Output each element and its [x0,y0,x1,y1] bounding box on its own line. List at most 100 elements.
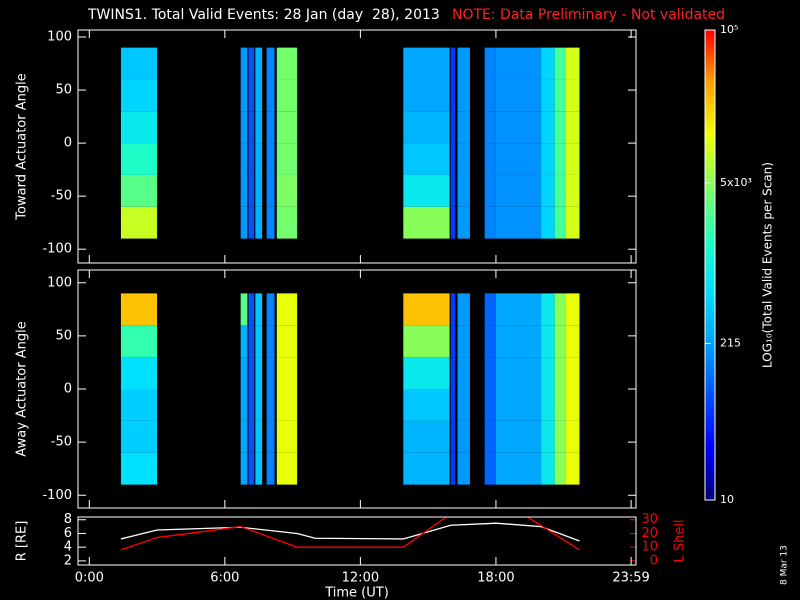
heat-cell [255,389,263,421]
heat-cell [484,79,496,112]
heat-cell [266,389,275,421]
heat-cell [450,452,456,485]
chart-title: TWINS1. Total Valid Events: 28 Jan (day … [87,7,440,23]
heat-cell [120,174,158,207]
heat-cell [495,111,542,144]
heat-cell [450,143,456,175]
heat-cell [255,293,263,326]
heat-cell [240,174,248,207]
heat-cell [554,143,566,175]
heat-cell [484,143,496,175]
heat-cell [457,389,470,421]
heat-cell [495,47,542,80]
heat-cell [457,111,470,144]
heat-cell [457,452,470,485]
heat-cell [554,111,566,144]
heat-cell [554,357,566,389]
note: NOTE: Data Preliminary - Not validated [452,7,725,23]
heat-cell [554,174,566,207]
heat-cell [541,325,555,358]
heat-cell [565,325,580,358]
heat-cell [565,174,580,207]
heat-cell [248,420,255,453]
heat-cell [120,206,158,239]
heat-cell [495,325,542,358]
heat-cell [240,143,248,175]
heat-cell [554,206,566,239]
heat-cell [403,143,450,175]
heat-cell [120,111,158,144]
heat-cell [255,111,263,144]
colorbar-tick-label: 10 [720,493,734,506]
heat-cell [541,79,555,112]
heat-cell [403,389,450,421]
heat-cell [484,174,496,207]
y-tick-label: 6 [64,526,72,541]
heat-cell [495,293,542,326]
y-tick-label: 50 [55,328,72,343]
heat-cell [450,111,456,144]
heat-cell [120,293,158,326]
heat-cell [403,357,450,389]
heat-cell [276,174,298,207]
heat-cell [266,174,275,207]
x-axis-label: Time (UT) [324,586,389,600]
y2-tick-label: 0 [650,553,658,568]
heat-cell [565,452,580,485]
heat-cell [495,143,542,175]
x-tick-label: 6:00 [210,571,239,586]
heat-cell [240,389,248,421]
heat-cell [484,357,496,389]
heat-cell [403,79,450,112]
heat-cell [240,420,248,453]
heat-cell [450,174,456,207]
heat-cell [450,47,456,80]
heat-cell [255,206,263,239]
heat-cell [565,143,580,175]
heat-cell [248,111,255,144]
y2-tick-label: 20 [641,526,658,541]
heat-cell [554,325,566,358]
heat-cell [240,452,248,485]
heat-cell [240,206,248,239]
y-tick-label: -50 [51,435,72,450]
colorbar-tick-label: 10⁵ [720,23,738,36]
heat-cell [554,47,566,80]
heat-cell [554,79,566,112]
heat-cell [541,293,555,326]
heat-cell [266,325,275,358]
heat-cell [276,111,298,144]
heat-cell [255,452,263,485]
heat-cell [541,206,555,239]
y-tick-label: 50 [55,83,72,98]
y-axis-label: R [RE] [15,521,30,562]
y-axis-label: Away Actuator Angle [15,321,30,456]
heat-cell [276,420,298,453]
heat-cell [495,79,542,112]
y-tick-label: -100 [42,488,72,503]
heat-cell [240,293,248,326]
y-tick-label: 100 [47,275,72,290]
heat-cell [266,47,275,80]
heat-cell [255,79,263,112]
x-tick-label: 18:00 [477,571,514,586]
heat-cell [484,293,496,326]
heat-cell [266,357,275,389]
heat-cell [457,357,470,389]
heat-cell [541,143,555,175]
series-line [120,522,580,542]
heat-cell [120,357,158,389]
heat-cell [120,389,158,421]
heat-cell [495,174,542,207]
heat-cell [255,325,263,358]
heat-cell [248,325,255,358]
heat-cell [120,420,158,453]
heat-cell [554,420,566,453]
heat-cell [541,452,555,485]
heat-cell [276,452,298,485]
heat-cell [120,79,158,112]
series-line [120,517,580,551]
heat-cell [120,452,158,485]
heat-cell [484,47,496,80]
